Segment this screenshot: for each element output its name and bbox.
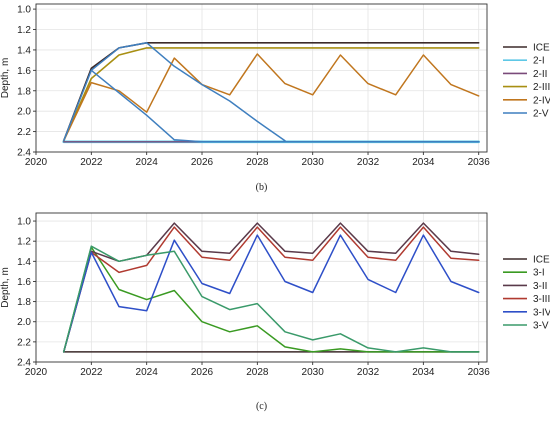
y-tick-label: 2.4 (17, 148, 31, 159)
y-tick-label: 1.6 (17, 66, 31, 77)
y-tick-label: 2.2 (17, 127, 31, 138)
series-line-2-iii (62, 47, 480, 142)
legend: ICE 3-I 3-II 3-III 3-IV 3-V (503, 255, 550, 332)
y-tick-label: 1.6 (17, 277, 31, 288)
legend-label: 2-III (533, 82, 550, 93)
series-group (62, 41, 481, 144)
y-tick-label: 2.0 (17, 107, 31, 118)
x-tick-label: 2028 (246, 157, 269, 168)
x-tick-label: 2020 (25, 157, 48, 168)
series-line-ice (62, 41, 480, 142)
x-tick-label: 2032 (357, 367, 380, 378)
y-tick-label: 1.0 (17, 5, 31, 16)
plot-frame (35, 3, 488, 153)
chart-panel-1: 2020 2022 2024 2026 2028 2030 2032 2034 2036 1.0 1… (0, 3, 550, 193)
x-tick-label: 2032 (357, 157, 380, 168)
y-tick-label: 2.2 (17, 337, 31, 348)
legend-label: 2-II (533, 69, 547, 80)
legend-label: ICE (533, 43, 550, 54)
y-tick-label: 1.2 (17, 237, 31, 248)
x-tick-label: 2024 (136, 367, 159, 378)
series-line-2-iv (62, 53, 480, 142)
y-tick-label: 1.4 (17, 45, 31, 56)
legend-label: 2-IV (533, 95, 550, 106)
series-line-extra-6 (90, 42, 286, 142)
legend-label: 3-I (533, 268, 545, 279)
x-tick-label: 2022 (80, 367, 103, 378)
legend-label: 2-V (533, 109, 549, 120)
legend-label: 3-III (533, 294, 550, 305)
legend: ICE 2-I 2-II 2-III 2-IV 2-V (503, 43, 550, 120)
legend-label: 3-IV (533, 307, 550, 318)
legend-label: 2-I (533, 56, 545, 67)
x-tick-label: 2026 (191, 157, 214, 168)
series-line-3-iv (62, 234, 480, 353)
series-line-2-v (62, 69, 480, 143)
y-tick-label: 1.8 (17, 86, 31, 97)
x-tick-label: 2034 (412, 157, 435, 168)
series-line-3-iii (62, 226, 480, 353)
chart-panel-2: 2020 2022 2024 2026 2028 2030 2032 2034 2036 1.0 1… (0, 212, 550, 412)
y-tick-label: 1.2 (17, 25, 31, 36)
y-axis-label: Depth, m (0, 267, 11, 308)
y-tick-label: 1.0 (17, 217, 31, 228)
legend-label: ICE (533, 255, 550, 266)
x-tick-label: 2026 (191, 367, 214, 378)
x-tick-label: 2034 (412, 367, 435, 378)
x-tick-label: 2020 (25, 367, 48, 378)
series-group (62, 222, 480, 353)
x-tick-label: 2036 (468, 367, 491, 378)
x-tick-label: 2024 (136, 157, 159, 168)
legend-label: 3-V (533, 321, 549, 332)
panel-caption: (b) (256, 182, 268, 193)
y-tick-label: 1.8 (17, 297, 31, 308)
x-tick-label: 2036 (468, 157, 491, 168)
x-tick-label: 2030 (302, 157, 325, 168)
panel-caption: (c) (256, 401, 267, 412)
series-line-3-i (62, 246, 480, 353)
legend-label: 3-II (533, 281, 547, 292)
y-axis-label: Depth, m (0, 58, 11, 99)
x-tick-label: 2030 (302, 367, 325, 378)
series-line-3-v (62, 245, 480, 353)
y-tick-label: 2.4 (17, 358, 31, 369)
plot-frame (35, 212, 488, 363)
x-tick-label: 2022 (80, 157, 103, 168)
y-tick-label: 1.4 (17, 257, 31, 268)
y-tick-label: 2.0 (17, 317, 31, 328)
x-tick-label: 2028 (246, 367, 269, 378)
